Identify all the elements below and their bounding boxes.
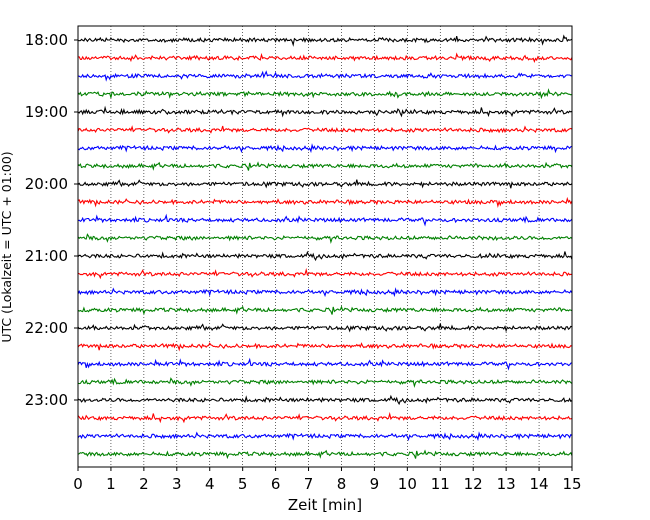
trace-2230: [77, 357, 573, 371]
x-tick-label: 6: [271, 475, 281, 493]
seismogram-traces: [77, 34, 573, 460]
trace-2330: [77, 431, 573, 442]
plot-frame: [77, 25, 573, 468]
trace-1900: [77, 105, 573, 118]
x-axis-label: Zeit [min]: [288, 496, 362, 514]
x-tick-label: 15: [562, 475, 581, 493]
trace-2015: [77, 196, 573, 208]
x-tick-label: 11: [431, 475, 450, 493]
y-axis-label: UTC (Lokalzeit = UTC + 01:00): [0, 151, 14, 342]
trace-2030: [77, 213, 573, 227]
trace-1915: [77, 125, 573, 134]
trace-2315: [77, 411, 573, 424]
trace-2200: [77, 323, 573, 333]
trace-2345: [77, 449, 573, 460]
x-axis-ticks: 0 1 2 3 4 5 6 7 8 9 10 11 12 13 14 15: [73, 467, 582, 493]
x-tick-label: 8: [337, 475, 347, 493]
y-axis-ticks: 18:00 19:00 20:00 21:00 22:00 23:00: [25, 31, 78, 409]
y-tick-label: 20:00: [25, 175, 68, 193]
trace-2245: [77, 377, 573, 389]
x-tick-label: 10: [398, 475, 417, 493]
x-tick-label: 4: [205, 475, 215, 493]
y-tick-label: 23:00: [25, 391, 68, 409]
y-tick-label: 18:00: [25, 31, 68, 49]
trace-1815: [77, 52, 573, 64]
x-tick-label: 14: [530, 475, 549, 493]
trace-2100: [77, 250, 573, 262]
x-tick-label: 12: [464, 475, 483, 493]
y-tick-label: 19:00: [25, 103, 68, 121]
x-tick-label: 3: [172, 475, 182, 493]
trace-1845: [77, 88, 573, 100]
trace-2300: [77, 394, 573, 406]
x-tick-label: 13: [497, 475, 516, 493]
x-tick-label: 1: [106, 475, 116, 493]
trace-2000: [77, 179, 573, 189]
trace-2145: [77, 305, 573, 316]
x-tick-label: 2: [139, 475, 149, 493]
trace-2115: [77, 267, 573, 280]
x-tick-label: 0: [73, 475, 83, 493]
trace-1945: [77, 161, 573, 171]
y-tick-label: 21:00: [25, 247, 68, 265]
y-tick-label: 22:00: [25, 319, 68, 337]
trace-2215: [77, 342, 573, 352]
trace-1800: [77, 34, 573, 47]
trace-2045: [77, 233, 573, 245]
trace-1830: [77, 70, 573, 82]
trace-2130: [77, 287, 573, 298]
trace-1930: [77, 143, 573, 154]
x-tick-label: 7: [304, 475, 314, 493]
x-tick-label: 5: [238, 475, 248, 493]
x-tick-label: 9: [370, 475, 380, 493]
